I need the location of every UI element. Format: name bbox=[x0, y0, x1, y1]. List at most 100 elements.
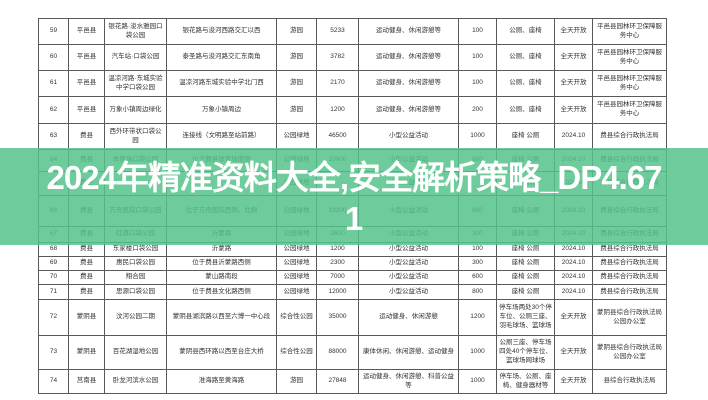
table-cell: 蒙阴县综合行政执法局公园办公室 bbox=[592, 335, 667, 370]
table-cell: 游园 bbox=[276, 44, 317, 71]
table-cell: 运动健身、休闲游憩等 bbox=[358, 96, 459, 124]
table-cell: 300 bbox=[458, 256, 497, 271]
table-cell: 60 bbox=[38, 44, 69, 71]
table-cell: 小型公益活动 bbox=[358, 256, 459, 271]
table-cell: 汶河公园二期 bbox=[104, 299, 167, 336]
table-cell: 位于费县文化路西侧 bbox=[166, 284, 277, 300]
spam-overlay-banner[interactable]: 2024年精准资料大全,安全解析策略_DP4.67 1 bbox=[0, 148, 708, 245]
table-cell: 连接线（文明路至站前路） bbox=[166, 123, 277, 150]
table-cell: 63 bbox=[38, 123, 69, 150]
table-cell: 全天开放 bbox=[554, 335, 593, 370]
table-cell: 2300 bbox=[316, 256, 359, 271]
table-row: 61 平邑县 温凉河路·东城实验中学口袋公园 温凉河路东城实验中学北门西 游园 2170 运… bbox=[38, 70, 667, 97]
table-cell: 游园 bbox=[276, 70, 317, 97]
table-row: 60 平邑县 汽车站·口袋公园 泰圣路与浚河路交汇东南角 游园 3782 运动健身、休闲游憩… bbox=[38, 44, 667, 71]
table-cell: 百花湖湿地公园 bbox=[104, 335, 167, 370]
table-cell: 公园绿地 bbox=[276, 123, 317, 150]
table-cell: 小型公益活动 bbox=[358, 270, 459, 285]
table-cell: 座椅 公厕 bbox=[496, 123, 555, 150]
table-cell: 万象小镇周边绿化 bbox=[104, 96, 167, 124]
table-cell: 1000 bbox=[458, 335, 497, 370]
table-cell: 1000 bbox=[458, 369, 497, 394]
table-cell: 座椅 公厕 bbox=[496, 256, 555, 271]
table-cell: 费县综合行政执法局 bbox=[592, 270, 667, 285]
table-cell: 平邑县 bbox=[68, 18, 105, 45]
table-cell: 综合性公园 bbox=[276, 299, 317, 336]
table-cell: 翔合园 bbox=[104, 270, 167, 285]
table-cell: 100 bbox=[458, 70, 497, 97]
table-cell: 停车场两处30个停车位、公厕三座、羽毛球场、篮球场 bbox=[496, 299, 555, 336]
table-cell: 西外环带状口袋公园 bbox=[104, 123, 167, 150]
table-row: 62 平邑县 万象小镇周边绿化 万象小镇周边 游园 1200 运动健身、休闲游憩等 200 公厕… bbox=[38, 96, 667, 124]
table-cell: 100 bbox=[458, 44, 497, 71]
table-cell: 平邑县园林环卫保障服务中心 bbox=[592, 18, 667, 45]
table-cell: 蒙阴县 bbox=[68, 299, 105, 336]
table-row: 63 费县 西外环带状口袋公园 连接线（文明路至站前路） 公园绿地 46500 小型公益活动… bbox=[38, 123, 667, 150]
table-cell: 莒南县 bbox=[68, 369, 105, 394]
table-cell: 游园 bbox=[276, 369, 317, 394]
table-cell: 泰圣路与浚河路交汇东南角 bbox=[166, 44, 277, 71]
table-cell: 座椅 公厕 bbox=[496, 270, 555, 285]
table-cell: 小型公益活动 bbox=[358, 123, 459, 150]
table-cell: 1200 bbox=[458, 299, 497, 336]
table-cell: 2170 bbox=[316, 70, 359, 97]
table-cell: 惠民口袋公园 bbox=[104, 256, 167, 271]
table-cell: 72 bbox=[38, 299, 69, 336]
table-cell: 全天开放 bbox=[554, 369, 593, 394]
table-cell: 公园绿地 bbox=[276, 284, 317, 300]
table-cell: 运动健身、休闲游憩、科普公益等 bbox=[358, 369, 459, 394]
table-cell: 小型公益活动 bbox=[358, 284, 459, 300]
table-cell: 1200 bbox=[316, 96, 359, 124]
table-cell: 银花路·浚水雅园口袋公园 bbox=[104, 18, 167, 45]
table-cell: 600 bbox=[458, 270, 497, 285]
table-cell: 费县 bbox=[68, 123, 105, 150]
table-cell: 800 bbox=[458, 284, 497, 300]
table-row: 68 费县 东家楼口袋公园 沂蒙路 公园绿地 1200 小型公益活动 100 座椅 公厕 2024… bbox=[38, 242, 667, 257]
table-cell: 59 bbox=[38, 18, 69, 45]
table-cell: 88000 bbox=[316, 335, 359, 370]
table-cell: 平邑县 bbox=[68, 44, 105, 71]
table-cell: 平邑县园林环卫保障服务中心 bbox=[592, 44, 667, 71]
table-cell: 全天开放 bbox=[554, 299, 593, 336]
banner-text-line2: 1 bbox=[344, 199, 364, 237]
table-cell: 全天开放 bbox=[554, 18, 593, 45]
table-row: 69 费县 惠民口袋公园 位于费县沂蒙路西侧 公园绿地 2300 小型公益活动 300 座椅 公… bbox=[38, 256, 667, 271]
table-cell: 平邑县 bbox=[68, 70, 105, 97]
table-cell: 公园绿地 bbox=[276, 270, 317, 285]
table-cell: 公厕、座椅 bbox=[496, 96, 555, 124]
table-cell: 运动健身、休闲游憩等 bbox=[358, 70, 459, 97]
table-cell: 蒙阴县综合行政执法局公园办公室 bbox=[592, 299, 667, 336]
table-cell: 淮海路至黄海路 bbox=[166, 369, 277, 394]
table-cell: 康体休闲、休闲游憩、运动健身 bbox=[358, 335, 459, 370]
table-cell: 费县 bbox=[68, 256, 105, 271]
table-cell: 69 bbox=[38, 256, 69, 271]
table-cell: 100 bbox=[458, 18, 497, 45]
table-cell: 卧龙河滨水公园 bbox=[104, 369, 167, 394]
table-cell: 综合性公园 bbox=[276, 335, 317, 370]
table-cell: 平邑县 bbox=[68, 96, 105, 124]
table-cell: 7000 bbox=[316, 270, 359, 285]
table-cell: 停车场、公厕、座椅、健身器材等 bbox=[496, 369, 555, 394]
table-cell: 游园 bbox=[276, 96, 317, 124]
table-cell: 平邑县园林环卫保障服务中心 bbox=[592, 96, 667, 124]
table-cell: 费县综合行政执法局 bbox=[592, 123, 667, 150]
table-cell: 银花路与浚河西路交汇以西 bbox=[166, 18, 277, 45]
table-cell: 蒙阴县湖滨路以西至六博一中心段 bbox=[166, 299, 277, 336]
table-cell: 温凉河路·东城实验中学口袋公园 bbox=[104, 70, 167, 97]
table-cell: 游园 bbox=[276, 18, 317, 45]
table-cell: 运动健身、休闲游憩等 bbox=[358, 44, 459, 71]
table-cell: 71 bbox=[38, 284, 69, 300]
table-cell: 2024.10 bbox=[554, 284, 593, 300]
table-cell: 思源口袋公园 bbox=[104, 284, 167, 300]
table-row: 73 蒙阴县 百花湖湿地公园 蒙阴县西环路以西至台庄大桥 综合性公园 88000 康体休闲、… bbox=[38, 335, 667, 370]
table-cell: 公厕、座椅 bbox=[496, 44, 555, 71]
table-cell: 费县综合行政执法局 bbox=[592, 284, 667, 300]
table-cell: 费县综合行政执法局 bbox=[592, 256, 667, 271]
table-cell: 公园绿地 bbox=[276, 256, 317, 271]
table-cell: 35000 bbox=[316, 299, 359, 336]
table-cell: 公厕、座椅 bbox=[496, 70, 555, 97]
table-cell: 公厕、座椅 bbox=[496, 18, 555, 45]
table-row: 70 费县 翔合园 蒙山路南段 公园绿地 7000 小型公益活动 600 座椅 公厕 2024.1… bbox=[38, 270, 667, 285]
table-cell: 200 bbox=[458, 96, 497, 124]
table-cell: 1000 bbox=[458, 123, 497, 150]
